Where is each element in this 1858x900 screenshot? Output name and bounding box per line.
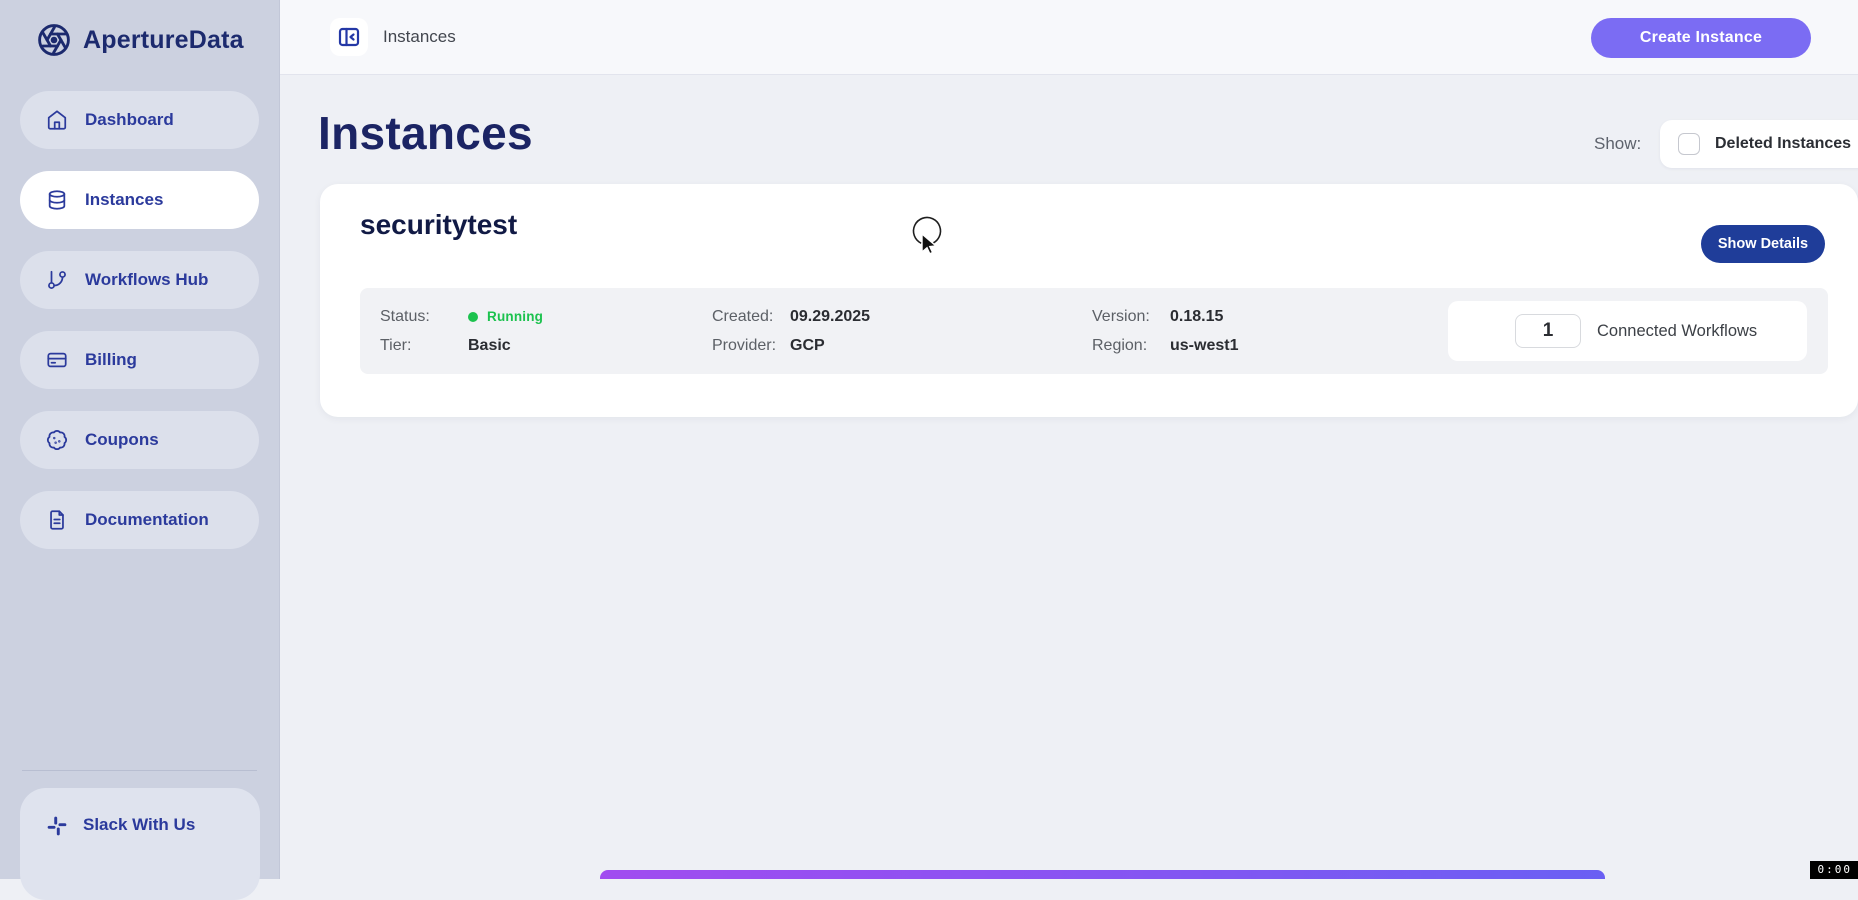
sidebar-item-documentation[interactable]: Documentation bbox=[20, 491, 259, 549]
sidebar-item-billing[interactable]: Billing bbox=[20, 331, 259, 389]
sidebar-collapse-button[interactable] bbox=[330, 18, 368, 56]
breadcrumb: Instances bbox=[383, 27, 456, 47]
sidebar-item-label: Billing bbox=[85, 350, 137, 370]
region-row: Region: us-west1 bbox=[1092, 336, 1448, 356]
sidebar-item-dashboard[interactable]: Dashboard bbox=[20, 91, 259, 149]
sidebar-item-slack-with-us[interactable]: Slack With Us bbox=[20, 788, 260, 900]
created-value: 09.29.2025 bbox=[790, 307, 870, 327]
region-label: Region: bbox=[1092, 336, 1170, 356]
deleted-instances-label: Deleted Instances bbox=[1715, 135, 1851, 153]
sidebar-nav: Dashboard Instances Workflows Hub Billin… bbox=[0, 58, 279, 549]
tier-value: Basic bbox=[468, 336, 511, 356]
sidebar-item-label: Coupons bbox=[85, 430, 159, 450]
create-instance-button[interactable]: Create Instance bbox=[1591, 18, 1811, 58]
status-value: Running bbox=[487, 307, 543, 327]
topbar: Instances Create Instance bbox=[280, 0, 1858, 75]
sidebar-item-label: Instances bbox=[85, 190, 163, 210]
status-row: Status: Running bbox=[380, 307, 712, 327]
database-icon bbox=[46, 189, 68, 211]
created-row: Created: 09.29.2025 bbox=[712, 307, 1092, 327]
coupon-icon bbox=[46, 429, 68, 451]
provider-row: Provider: GCP bbox=[712, 336, 1092, 356]
sidebar-item-label: Slack With Us bbox=[83, 815, 195, 835]
version-row: Version: 0.18.15 bbox=[1092, 307, 1448, 327]
deleted-instances-checkbox[interactable] bbox=[1678, 133, 1700, 155]
panel-collapse-icon bbox=[337, 25, 361, 49]
credit-card-icon bbox=[46, 349, 68, 371]
provider-label: Provider: bbox=[712, 336, 790, 356]
instance-details: Status: Running Tier: Basic Created: 09.… bbox=[360, 288, 1828, 374]
instance-name: securitytest bbox=[360, 209, 517, 241]
instance-card: securitytest Show Details Status: Runnin… bbox=[320, 184, 1858, 417]
connected-workflows-box: 1 Connected Workflows bbox=[1448, 301, 1807, 361]
sidebar-item-label: Documentation bbox=[85, 510, 209, 530]
slack-icon bbox=[46, 815, 68, 837]
version-label: Version: bbox=[1092, 307, 1170, 327]
brand-logo[interactable]: ApertureData bbox=[0, 0, 279, 58]
connected-workflows-label: Connected Workflows bbox=[1597, 322, 1757, 341]
region-value: us-west1 bbox=[1170, 336, 1238, 356]
tier-label: Tier: bbox=[380, 336, 468, 356]
provider-value: GCP bbox=[790, 336, 825, 356]
details-column-version: Version: 0.18.15 Region: us-west1 bbox=[1092, 307, 1448, 356]
aperture-logo-icon bbox=[36, 22, 72, 58]
page-title: Instances bbox=[318, 106, 533, 160]
sidebar-item-instances[interactable]: Instances bbox=[20, 171, 259, 229]
show-filter-label: Show: bbox=[1594, 134, 1641, 154]
git-branch-icon bbox=[46, 269, 68, 291]
home-icon bbox=[46, 109, 68, 131]
mouse-cursor-icon bbox=[920, 233, 944, 259]
tier-row: Tier: Basic bbox=[380, 336, 712, 356]
sidebar-item-coupons[interactable]: Coupons bbox=[20, 411, 259, 469]
version-value: 0.18.15 bbox=[1170, 307, 1223, 327]
status-label: Status: bbox=[380, 307, 468, 327]
sidebar: ApertureData Dashboard Instances Workflo… bbox=[0, 0, 280, 879]
sidebar-item-label: Dashboard bbox=[85, 110, 174, 130]
show-details-button[interactable]: Show Details bbox=[1701, 225, 1825, 263]
sidebar-item-workflows-hub[interactable]: Workflows Hub bbox=[20, 251, 259, 309]
sidebar-divider bbox=[22, 770, 257, 771]
brand-name: ApertureData bbox=[83, 26, 244, 55]
details-column-status: Status: Running Tier: Basic bbox=[380, 307, 712, 356]
sidebar-item-label: Workflows Hub bbox=[85, 270, 208, 290]
connected-workflows-count: 1 bbox=[1515, 314, 1581, 348]
recording-timer-badge: 0:00 bbox=[1810, 861, 1858, 879]
details-column-created: Created: 09.29.2025 Provider: GCP bbox=[712, 307, 1092, 356]
created-label: Created: bbox=[712, 307, 790, 327]
document-icon bbox=[46, 509, 68, 531]
status-dot-icon bbox=[468, 312, 478, 322]
deleted-instances-filter: Deleted Instances bbox=[1660, 120, 1858, 168]
bottom-banner-edge bbox=[600, 870, 1605, 879]
